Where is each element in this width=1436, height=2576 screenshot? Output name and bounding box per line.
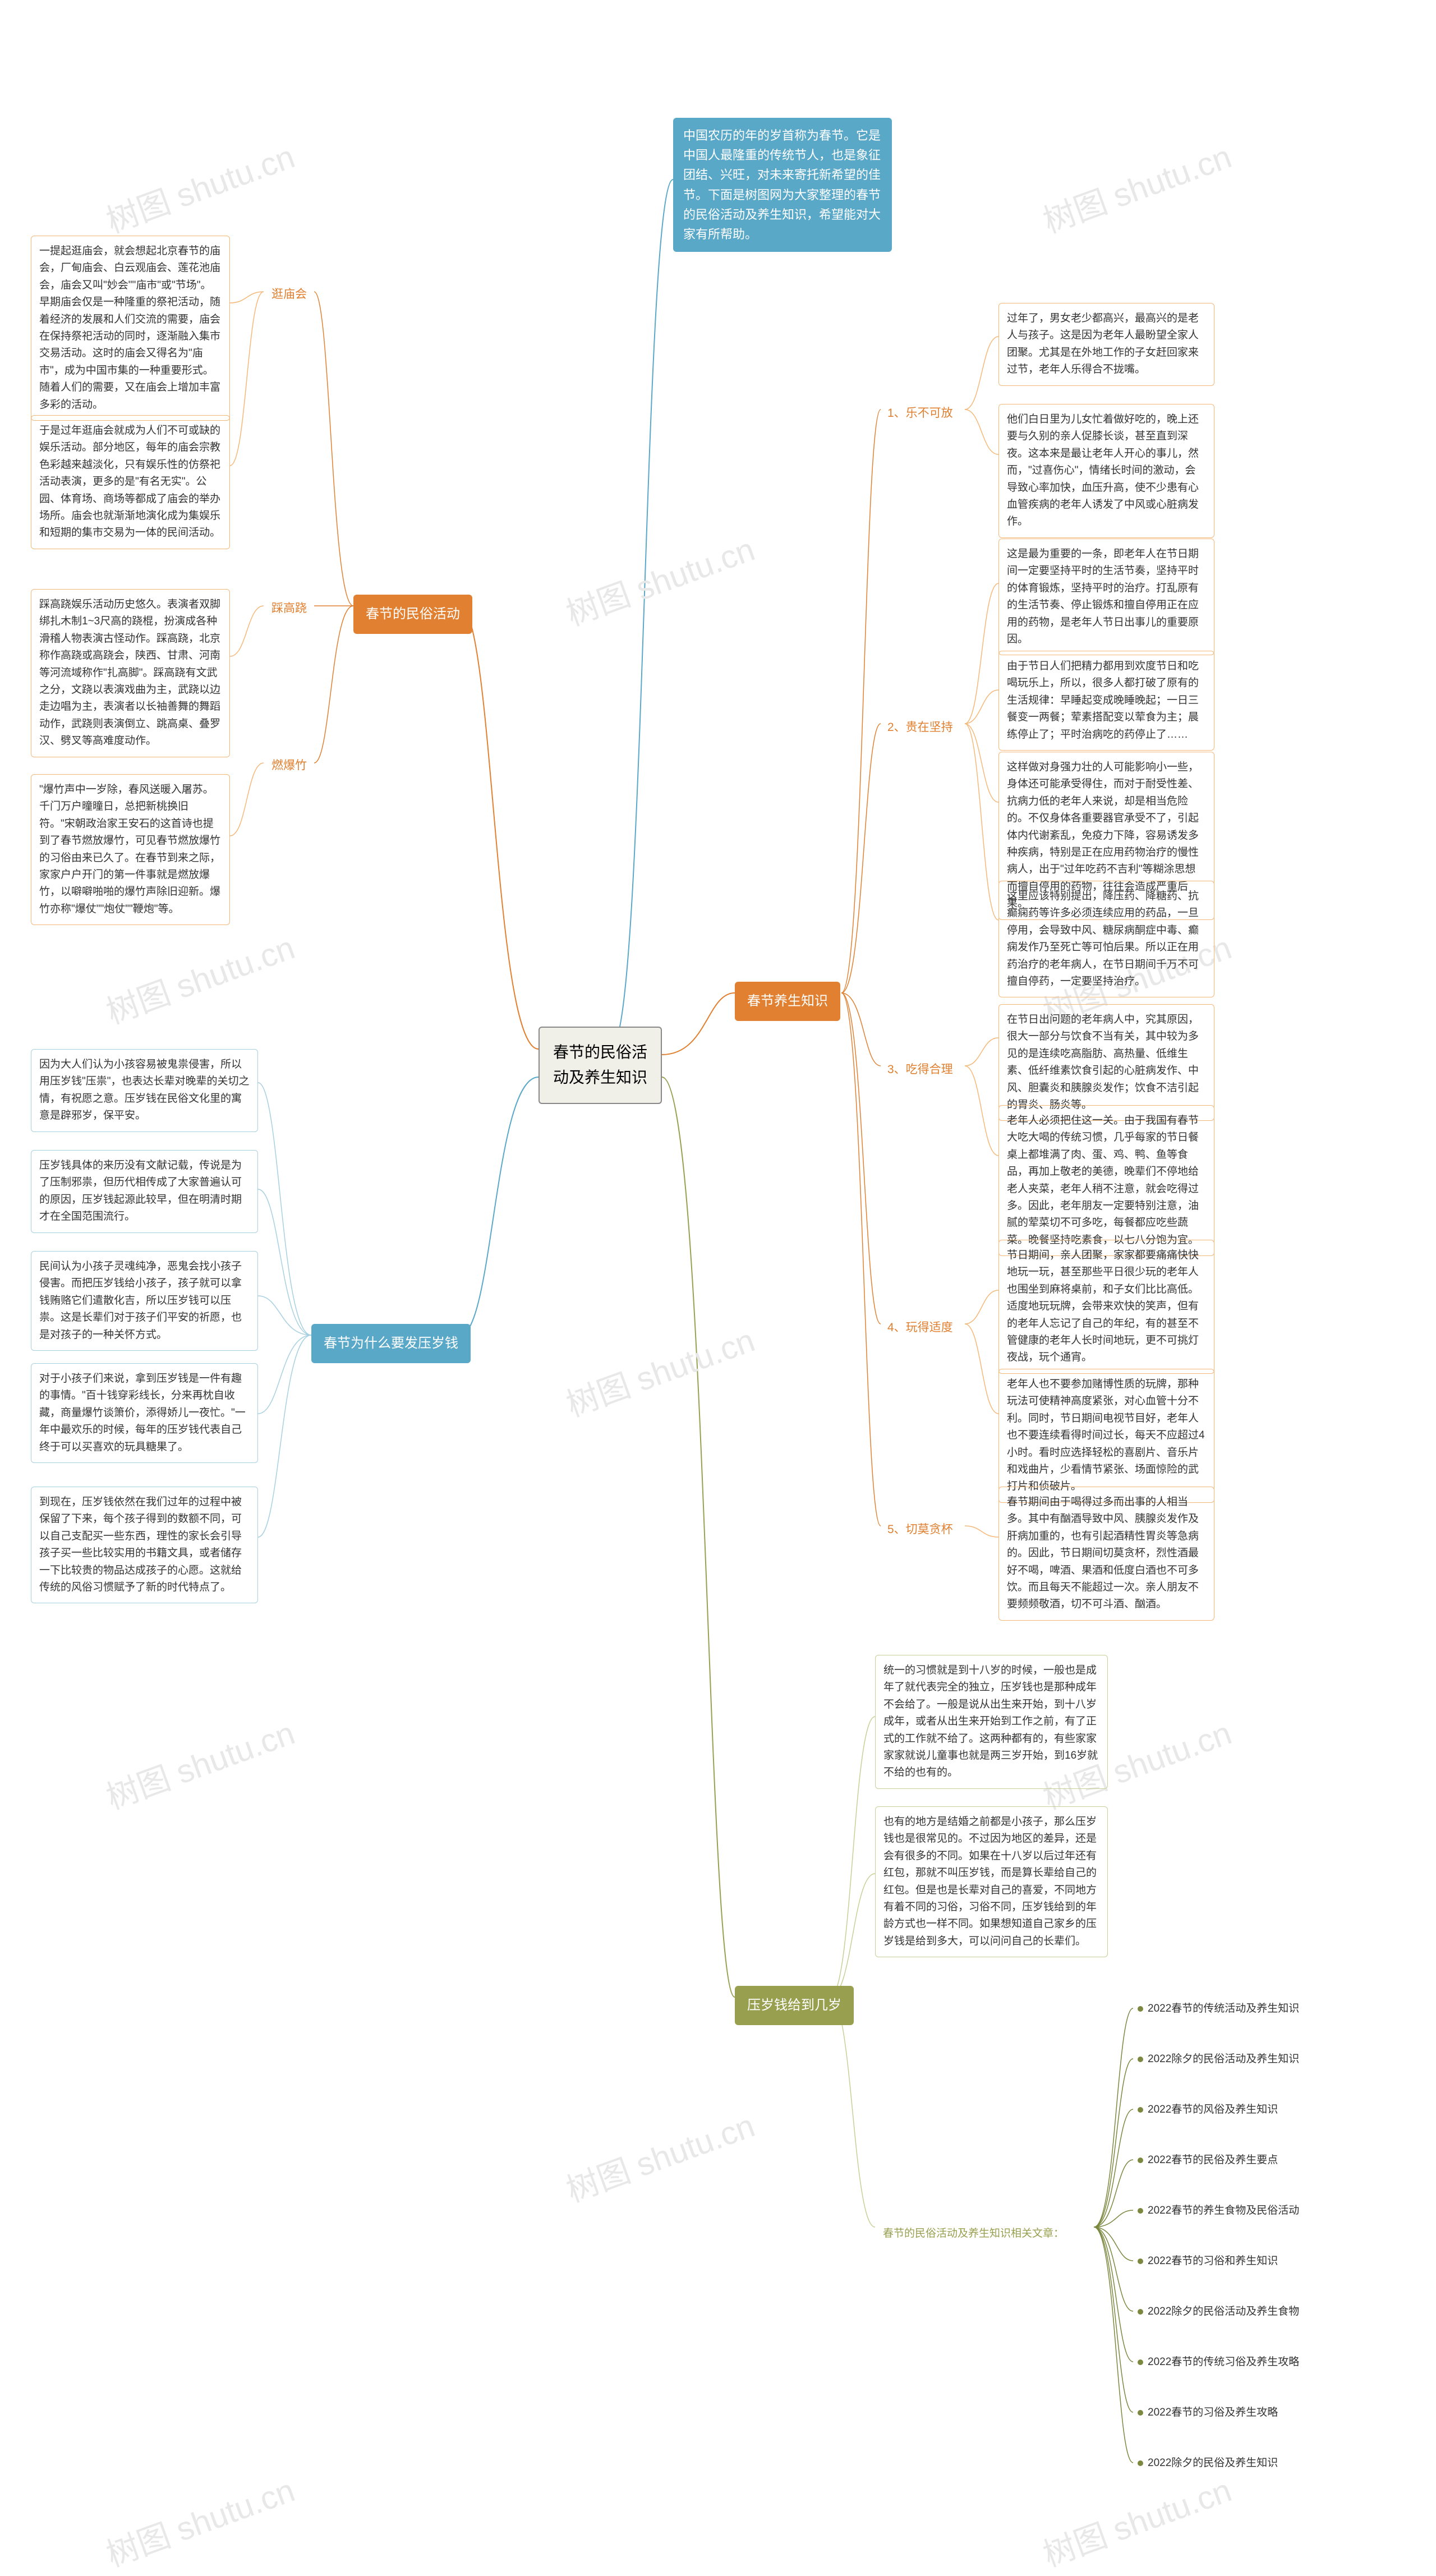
leaf-a1[interactable]: 统一的习惯就是到十八岁的时候，一般也是成年了就代表完全的独立，压岁钱也是那种成年… xyxy=(875,1655,1108,1789)
related-item[interactable]: 2022春节的民俗及养生要点 xyxy=(1133,2149,1380,2172)
leaf-h4a[interactable]: 节日期间，亲人团聚，家家都要痛痛快快地玩一玩，甚至那些平日很少玩的老年人也围坐到… xyxy=(998,1240,1214,1374)
related-item-label: 2022除夕的民俗及养生知识 xyxy=(1148,2457,1278,2469)
bullet-icon xyxy=(1138,2057,1143,2062)
related-item-label: 2022春节的养生食物及民俗活动 xyxy=(1148,2205,1299,2216)
related-item[interactable]: 2022春节的传统活动及养生知识 xyxy=(1133,1997,1380,2021)
watermark: 树图 shutu.cn xyxy=(559,523,760,634)
watermark: 树图 shutu.cn xyxy=(559,2099,760,2211)
leaf-h5a[interactable]: 春节期间由于喝得过多而出事的人相当多。其中有酗酒导致中风、胰腺炎发作及肝病加重的… xyxy=(998,1487,1214,1621)
related-item-label: 2022春节的风俗及养生知识 xyxy=(1148,2104,1278,2115)
cat-age[interactable]: 压岁钱给到几岁 xyxy=(735,1986,854,2025)
cat-folk[interactable]: 春节的民俗活动 xyxy=(353,595,472,634)
related-item[interactable]: 2022除夕的民俗活动及养生食物 xyxy=(1133,2300,1380,2324)
related-item-label: 2022春节的习俗及养生攻略 xyxy=(1148,2407,1278,2418)
cat-health[interactable]: 春节养生知识 xyxy=(735,982,840,1021)
related-item[interactable]: 2022春节的风俗及养生知识 xyxy=(1133,2098,1380,2122)
leaf-h1a[interactable]: 过年了，男女老少都高兴，最高兴的是老人与孩子。这是因为老年人最盼望全家人团聚。尤… xyxy=(998,303,1214,386)
watermark: 树图 shutu.cn xyxy=(99,130,300,242)
bullet-icon xyxy=(1138,2208,1143,2214)
leaf-temple-2[interactable]: 于是过年逛庙会就成为人们不可或缺的娱乐活动。部分地区，每年的庙会宗教色彩越来越淡… xyxy=(31,415,230,549)
related-item[interactable]: 2022春节的习俗和养生知识 xyxy=(1133,2250,1380,2273)
intro-box[interactable]: 中国农历的年的岁首称为春节。它是中国人最隆重的传统节人，也是象征团结、兴旺，对未… xyxy=(673,118,892,252)
related-item[interactable]: 2022除夕的民俗及养生知识 xyxy=(1133,2451,1380,2475)
leaf-temple-1[interactable]: 一提起逛庙会，就会想起北京春节的庙会，厂甸庙会、白云观庙会、莲花池庙会，庙会又叫… xyxy=(31,236,230,421)
sub-h4[interactable]: 4、玩得适度 xyxy=(881,1314,960,1342)
related-item-label: 2022春节的习俗和养生知识 xyxy=(1148,2255,1278,2267)
leaf-h2d[interactable]: 这里应该特别提出，降压药、降糖药、抗癫痫药等许多必须连续应用的药品，一旦停用，会… xyxy=(998,881,1214,997)
watermark: 树图 shutu.cn xyxy=(99,921,300,1033)
bullet-icon xyxy=(1138,2359,1143,2365)
sub-h2[interactable]: 2、贵在坚持 xyxy=(881,714,960,742)
watermark: 树图 shutu.cn xyxy=(99,1706,300,1818)
bullet-icon xyxy=(1138,2460,1143,2466)
bullet-icon xyxy=(1138,2158,1143,2163)
cat-money[interactable]: 春节为什么要发压岁钱 xyxy=(311,1324,471,1363)
related-item[interactable]: 2022春节的习俗及养生攻略 xyxy=(1133,2401,1380,2425)
related-item[interactable]: 2022除夕的民俗活动及养生知识 xyxy=(1133,2048,1380,2071)
bullet-icon xyxy=(1138,2107,1143,2113)
leaf-m5[interactable]: 到现在，压岁钱依然在我们过年的过程中被保留了下来，每个孩子得到的数额不同，可以自… xyxy=(31,1487,258,1603)
leaf-h2a[interactable]: 这是最为重要的一条，即老年人在节日期间一定要坚持平时的生活节奏，坚持平时的体育锻… xyxy=(998,539,1214,655)
bullet-icon xyxy=(1138,2410,1143,2416)
watermark: 树图 shutu.cn xyxy=(1035,2464,1237,2575)
sub-h1[interactable]: 1、乐不可放 xyxy=(881,399,960,427)
sub-firecracker[interactable]: 燃爆竹 xyxy=(265,752,314,780)
leaf-h2b[interactable]: 由于节日人们把精力都用到欢度节日和吃喝玩乐上，所以，很多人都打破了原有的生活规律… xyxy=(998,651,1214,751)
related-item-label: 2022春节的传统活动及养生知识 xyxy=(1148,2003,1299,2014)
leaf-m4[interactable]: 对于小孩子们来说，拿到压岁钱是一件有趣的事情。"百十钱穿彩线长，分来再枕自收藏，… xyxy=(31,1363,258,1463)
leaf-a2[interactable]: 也有的地方是结婚之前都是小孩子，那么压岁钱也是很常见的。不过因为地区的差异，还是… xyxy=(875,1806,1108,1957)
related-item[interactable]: 2022春节的养生食物及民俗活动 xyxy=(1133,2199,1380,2223)
leaf-m1[interactable]: 因为大人们认为小孩容易被鬼祟侵害，所以用压岁钱"压祟"，也表达长辈对晚辈的关切之… xyxy=(31,1049,258,1132)
related-item-label: 2022春节的传统习俗及养生攻略 xyxy=(1148,2356,1299,2368)
bullet-icon xyxy=(1138,2006,1143,2012)
leaf-m2[interactable]: 压岁钱具体的来历没有文献记载，传说是为了压制邪祟，但历代相传成了大家普遍认可的原… xyxy=(31,1150,258,1233)
sub-h5[interactable]: 5、切莫贪杯 xyxy=(881,1516,960,1544)
related-item-label: 2022除夕的民俗活动及养生食物 xyxy=(1148,2306,1299,2317)
watermark: 树图 shutu.cn xyxy=(99,2464,300,2575)
related-title[interactable]: 春节的民俗活动及养生知识相关文章： xyxy=(875,2219,1094,2249)
leaf-h1b[interactable]: 他们白日里为儿女忙着做好吃的，晚上还要与久别的亲人促膝长谈，甚至直到深夜。这本来… xyxy=(998,404,1214,538)
sub-h3[interactable]: 3、吃得合理 xyxy=(881,1056,960,1084)
center-topic[interactable]: 春节的民俗活动及养生知识 xyxy=(538,1027,662,1104)
related-item[interactable]: 2022春节的传统习俗及养生攻略 xyxy=(1133,2350,1380,2374)
sub-stilts[interactable]: 踩高跷 xyxy=(265,595,314,623)
leaf-h4b[interactable]: 老年人也不要参加赌博性质的玩牌，那种玩法可使精神高度紧张，对心血管十分不利。同时… xyxy=(998,1369,1214,1503)
sub-temple[interactable]: 逛庙会 xyxy=(265,280,314,309)
watermark: 树图 shutu.cn xyxy=(1035,130,1237,242)
leaf-m3[interactable]: 民间认为小孩子灵魂纯净，恶鬼会找小孩子侵害。而把压岁钱给小孩子，孩子就可以拿钱贿… xyxy=(31,1251,258,1351)
leaf-stilts-1[interactable]: 踩高跷娱乐活动历史悠久。表演者双脚绑扎木制1~3尺高的跷棍，扮演成各种滑稽人物表… xyxy=(31,589,230,757)
related-item-label: 2022春节的民俗及养生要点 xyxy=(1148,2154,1278,2166)
leaf-firecracker-1[interactable]: "爆竹声中一岁除，春风送暖入屠苏。千门万户曈曈日，总把新桃换旧符。"宋朝政治家王… xyxy=(31,774,230,925)
bullet-icon xyxy=(1138,2258,1143,2264)
related-item-label: 2022除夕的民俗活动及养生知识 xyxy=(1148,2053,1299,2065)
bullet-icon xyxy=(1138,2309,1143,2315)
watermark: 树图 shutu.cn xyxy=(559,1314,760,1425)
leaf-h3b[interactable]: 老年人必须把住这一关。由于我国有春节大吃大喝的传统习惯，几乎每家的节日餐桌上都堆… xyxy=(998,1105,1214,1256)
leaf-h3a[interactable]: 在节日出问题的老年病人中，究其原因，很大一部分与饮食不当有关，其中较为多见的是连… xyxy=(998,1004,1214,1121)
